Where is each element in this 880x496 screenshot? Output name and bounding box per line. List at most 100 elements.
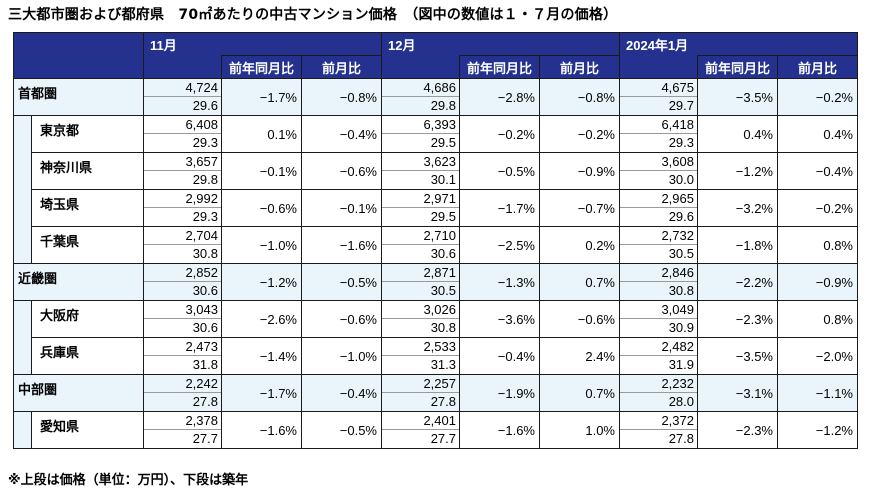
- region-indent: [13, 226, 32, 264]
- yoy-cell: −1.8%: [697, 226, 778, 264]
- building-age-cell: 30.0: [619, 170, 698, 190]
- mom-cell: −0.6%: [301, 300, 382, 338]
- table-row-age: 29.8 30.1 30.0: [14, 170, 858, 190]
- table-row: 愛知県 2,378 −1.6% −0.5% 2,401 −1.6% 1.0% 2,372 −2.…: [13, 411, 858, 449]
- yoy-cell: −2.5%: [459, 226, 540, 264]
- price-table: 11月 12月 2024年1月 前年同月比 前月比 前年同月比 前月比 前年同月…: [13, 32, 858, 449]
- header-month-nov: 11月: [143, 32, 382, 56]
- price-cell: 6,418: [619, 115, 698, 134]
- footnote: ※上段は価格（単位：万円）、下段は築年: [8, 473, 249, 488]
- yoy-cell: 0.4%: [697, 115, 778, 153]
- region-indent: [13, 411, 32, 449]
- price-cell: 3,049: [619, 300, 698, 319]
- yoy-cell: −0.5%: [459, 152, 540, 190]
- header-price-blank: [143, 55, 222, 79]
- yoy-cell: −1.6%: [221, 411, 302, 449]
- region-name: 近畿圏: [13, 263, 144, 301]
- table-row: 神奈川県 3,657 −0.1% −0.6% 3,623 −0.5% −0.9% 3,608−…: [13, 152, 858, 190]
- building-age-cell: 30.6: [381, 244, 460, 264]
- mom-cell: 1.0%: [539, 411, 620, 449]
- yoy-cell: −1.7%: [221, 78, 302, 116]
- building-age-cell: 29.3: [143, 133, 222, 153]
- yoy-cell: −3.5%: [697, 337, 778, 375]
- region-name: 中部圏: [13, 374, 144, 412]
- mom-cell: 0.7%: [539, 374, 620, 412]
- price-cell: 2,242: [143, 374, 222, 393]
- table-row-age: 27.8 27.8 28.0: [14, 392, 858, 412]
- mom-cell: −0.4%: [301, 374, 382, 412]
- building-age-cell: 29.5: [381, 133, 460, 153]
- price-cell: 2,401: [381, 411, 460, 430]
- mom-cell: 0.8%: [777, 226, 858, 264]
- mom-cell: 0.4%: [777, 115, 858, 153]
- price-cell: 4,686: [381, 78, 460, 97]
- yoy-cell: −0.2%: [459, 115, 540, 153]
- price-cell: 2,232: [619, 374, 698, 393]
- prefecture-name: 埼玉県: [31, 189, 144, 227]
- yoy-cell: −2.3%: [697, 300, 778, 338]
- mom-cell: −0.9%: [777, 263, 858, 301]
- price-cell: 2,852: [143, 263, 222, 282]
- mom-cell: −1.0%: [301, 337, 382, 375]
- table-row-age: 30.8 30.6 30.5: [14, 244, 858, 264]
- mom-cell: −0.1%: [301, 189, 382, 227]
- header-row-subcols: 前年同月比 前月比 前年同月比 前月比 前年同月比 前月比: [14, 55, 858, 79]
- table-row-age: 30.6 30.5 30.8: [14, 281, 858, 301]
- header-mom: 前月比: [301, 55, 382, 79]
- table-row: 千葉県 2,704 −1.0% −1.6% 2,710 −2.5% 0.2% 2,732 −1.…: [13, 226, 858, 264]
- header-price-blank: [381, 55, 460, 79]
- price-cell: 2,710: [381, 226, 460, 245]
- building-age-cell: 27.8: [381, 392, 460, 412]
- building-age-cell: 30.8: [619, 281, 698, 301]
- price-cell: 3,623: [381, 152, 460, 171]
- yoy-cell: −2.8%: [459, 78, 540, 116]
- mom-cell: −1.2%: [777, 411, 858, 449]
- price-cell: 2,971: [381, 189, 460, 208]
- region-indent: [13, 152, 32, 190]
- price-cell: 3,608: [619, 152, 698, 171]
- price-cell: 2,473: [143, 337, 222, 356]
- table-row: 近畿圏 2,852 −1.2% −0.5% 2,871 −1.3% 0.7% 2,846 −2.…: [13, 263, 858, 301]
- building-age-cell: 30.6: [143, 318, 222, 338]
- building-age-cell: 31.8: [143, 355, 222, 375]
- table-row-age: 31.8 31.3 31.9: [14, 355, 858, 375]
- building-age-cell: 29.3: [143, 207, 222, 227]
- header-month-dec: 12月: [381, 32, 620, 56]
- table-row: 兵庫県 2,473 −1.4% −1.0% 2,533 −0.4% 2.4% 2,482 −3.…: [13, 337, 858, 375]
- yoy-cell: 0.1%: [221, 115, 302, 153]
- yoy-cell: −3.1%: [697, 374, 778, 412]
- table-row-age: 29.6 29.8 29.7: [14, 96, 858, 116]
- header-yoy: 前年同月比: [221, 55, 302, 79]
- mom-cell: 0.2%: [539, 226, 620, 264]
- building-age-cell: 30.5: [619, 244, 698, 264]
- yoy-cell: −0.4%: [459, 337, 540, 375]
- header-mom: 前月比: [539, 55, 620, 79]
- page-title: 三大都市圏および都府県 70㎡あたりの中古マンション価格 （図中の数値は１・７月…: [8, 7, 618, 23]
- table-row: 大阪府 3,043 −2.6% −0.6% 3,026 −3.6% −0.6% 3,049 −2…: [13, 300, 858, 338]
- yoy-cell: −0.6%: [221, 189, 302, 227]
- yoy-cell: −2.6%: [221, 300, 302, 338]
- price-cell: 3,043: [143, 300, 222, 319]
- yoy-cell: −0.1%: [221, 152, 302, 190]
- price-cell: 2,846: [619, 263, 698, 282]
- building-age-cell: 27.8: [143, 392, 222, 412]
- header-corner: [13, 32, 144, 79]
- price-cell: 2,992: [143, 189, 222, 208]
- building-age-cell: 29.8: [143, 170, 222, 190]
- building-age-cell: 30.5: [381, 281, 460, 301]
- mom-cell: −2.0%: [777, 337, 858, 375]
- yoy-cell: −1.9%: [459, 374, 540, 412]
- mom-cell: 0.7%: [539, 263, 620, 301]
- mom-cell: −1.6%: [301, 226, 382, 264]
- mom-cell: −0.8%: [301, 78, 382, 116]
- region-indent: [13, 115, 32, 153]
- header-yoy: 前年同月比: [459, 55, 540, 79]
- price-cell: 4,724: [143, 78, 222, 97]
- building-age-cell: 30.8: [143, 244, 222, 264]
- table-row: 東京都 6,408 0.1% −0.4% 6,393 −0.2% −0.2% 6,418 0.4…: [13, 115, 858, 153]
- building-age-cell: 28.0: [619, 392, 698, 412]
- yoy-cell: −2.2%: [697, 263, 778, 301]
- building-age-cell: 29.5: [381, 207, 460, 227]
- mom-cell: −0.2%: [777, 189, 858, 227]
- yoy-cell: −3.5%: [697, 78, 778, 116]
